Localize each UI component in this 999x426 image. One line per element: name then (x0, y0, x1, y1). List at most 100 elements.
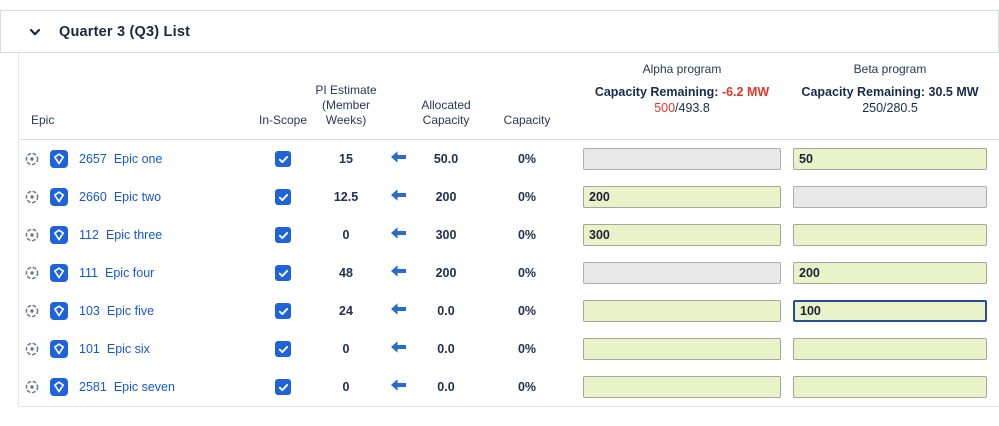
epic-link[interactable]: 101 Epic six (79, 342, 150, 356)
drag-handle-icon[interactable] (23, 264, 41, 282)
alpha-capacity-input[interactable] (583, 224, 781, 246)
in-scope-checkbox[interactable] (275, 227, 291, 243)
epic-link[interactable]: 103 Epic five (79, 304, 154, 318)
alpha-capacity-input[interactable] (583, 186, 781, 208)
epic-name: Epic six (106, 342, 150, 356)
epic-name: Epic two (113, 190, 162, 204)
table-row: 2660 Epic two 12.5 200 0% (19, 178, 999, 216)
table-row: 101 Epic six 0 0.0 0% (19, 330, 999, 368)
beta-capacity-input[interactable] (793, 376, 987, 398)
drag-handle-icon[interactable] (23, 378, 41, 396)
drag-handle-icon[interactable] (23, 226, 41, 244)
epic-key: 112 (79, 228, 99, 242)
allocate-left-arrow-icon[interactable] (390, 226, 407, 245)
beta-capacity-input[interactable] (793, 148, 987, 170)
table-row: 103 Epic five 24 0.0 0% (19, 292, 999, 330)
pi-estimate-value: 0 (342, 342, 350, 356)
capacity-percent: 0% (517, 152, 537, 166)
epic-icon (50, 188, 68, 206)
epic-icon (50, 378, 68, 396)
beta-program-header: Beta program Capacity Remaining: 30.5 MW… (793, 62, 987, 139)
allocate-left-arrow-icon[interactable] (390, 150, 407, 169)
in-scope-checkbox[interactable] (275, 189, 291, 205)
epic-key: 101 (79, 342, 100, 356)
beta-capacity-input[interactable] (793, 300, 987, 322)
beta-program-name: Beta program (853, 62, 927, 76)
beta-remaining-value: 30.5 MW (928, 85, 979, 99)
drag-handle-icon[interactable] (23, 340, 41, 358)
epic-capacity-table: Epic In-Scope PI Estimate (Member Weeks)… (18, 53, 999, 407)
alpha-capacity-input[interactable] (583, 338, 781, 360)
pi-estimate-value: 15 (339, 152, 353, 166)
column-header-allocated-capacity: Allocated Capacity (421, 98, 471, 127)
capacity-percent: 0% (517, 190, 537, 204)
beta-capacity-input[interactable] (793, 262, 987, 284)
drag-handle-icon[interactable] (23, 150, 41, 168)
capacity-percent: 0% (517, 342, 537, 356)
in-scope-checkbox[interactable] (275, 303, 291, 319)
alpha-capacity-input[interactable] (583, 376, 781, 398)
in-scope-checkbox[interactable] (275, 265, 291, 281)
beta-used: 250 (862, 101, 884, 115)
capacity-percent: 0% (517, 266, 537, 280)
allocate-left-arrow-icon[interactable] (390, 302, 407, 321)
alpha-capacity-fraction: 500/493.8 (583, 101, 781, 115)
pi-estimate-value: 48 (339, 266, 353, 280)
epic-link[interactable]: 2581 Epic seven (79, 380, 175, 394)
in-scope-checkbox[interactable] (275, 379, 291, 395)
drag-handle-icon[interactable] (23, 302, 41, 320)
epic-key: 2657 (79, 152, 107, 166)
allocated-capacity-value: 0.0 (437, 304, 455, 318)
capacity-percent: 0% (517, 228, 537, 242)
beta-capacity-input[interactable] (793, 338, 987, 360)
table-row: 112 Epic three 0 300 0% (19, 216, 999, 254)
beta-total: /280.5 (883, 101, 918, 115)
alpha-program-name: Alpha program (642, 62, 722, 76)
quarter-panel-header[interactable]: Quarter 3 (Q3) List (0, 10, 999, 53)
epic-key: 2581 (79, 380, 107, 394)
epic-link[interactable]: 2660 Epic two (79, 190, 161, 204)
in-scope-checkbox[interactable] (275, 341, 291, 357)
pi-estimate-value: 12.5 (333, 190, 359, 204)
alpha-capacity-input[interactable] (583, 300, 781, 322)
epic-icon (50, 226, 68, 244)
epic-icon (50, 150, 68, 168)
allocate-left-arrow-icon[interactable] (390, 264, 407, 283)
capacity-percent: 0% (517, 304, 537, 318)
table-row: 2657 Epic one 15 50.0 0% (19, 140, 999, 178)
beta-capacity-input[interactable] (793, 186, 987, 208)
in-scope-checkbox[interactable] (275, 151, 291, 167)
epic-name: Epic one (113, 152, 163, 166)
epic-link[interactable]: 2657 Epic one (79, 152, 162, 166)
pi-estimate-value: 0 (342, 228, 350, 242)
alpha-program-header: Alpha program Capacity Remaining: -6.2 M… (583, 62, 781, 139)
epic-icon (50, 264, 68, 282)
epic-link[interactable]: 111 Epic four (79, 266, 154, 280)
allocated-capacity-value: 0.0 (437, 342, 455, 356)
column-header-epic: Epic (31, 113, 55, 127)
alpha-used: 500 (654, 101, 676, 115)
allocate-left-arrow-icon[interactable] (390, 378, 407, 397)
allocated-capacity-value: 0.0 (437, 380, 455, 394)
alpha-remaining-value: -6.2 MW (721, 85, 770, 99)
alpha-capacity-input[interactable] (583, 148, 781, 170)
table-row: 2581 Epic seven 0 0.0 0% (19, 368, 999, 406)
allocate-left-arrow-icon[interactable] (390, 188, 407, 207)
allocated-capacity-value: 50.0 (433, 152, 459, 166)
chevron-down-icon[interactable] (28, 25, 42, 39)
alpha-capacity-remaining: Capacity Remaining: -6.2 MW (594, 85, 770, 99)
pi-estimate-value: 24 (339, 304, 353, 318)
table-header: Epic In-Scope PI Estimate (Member Weeks)… (19, 53, 999, 140)
epic-icon (50, 340, 68, 358)
beta-capacity-input[interactable] (793, 224, 987, 246)
drag-handle-icon[interactable] (23, 188, 41, 206)
alpha-capacity-input[interactable] (583, 262, 781, 284)
panel-title: Quarter 3 (Q3) List (59, 23, 191, 40)
allocate-left-arrow-icon[interactable] (390, 340, 407, 359)
epic-key: 2660 (79, 190, 107, 204)
allocated-capacity-value: 200 (435, 190, 457, 204)
column-header-in-scope: In-Scope (258, 113, 308, 127)
epic-link[interactable]: 112 Epic three (79, 228, 162, 242)
column-header-capacity: Capacity (503, 113, 551, 127)
table-row: 111 Epic four 48 200 0% (19, 254, 999, 292)
